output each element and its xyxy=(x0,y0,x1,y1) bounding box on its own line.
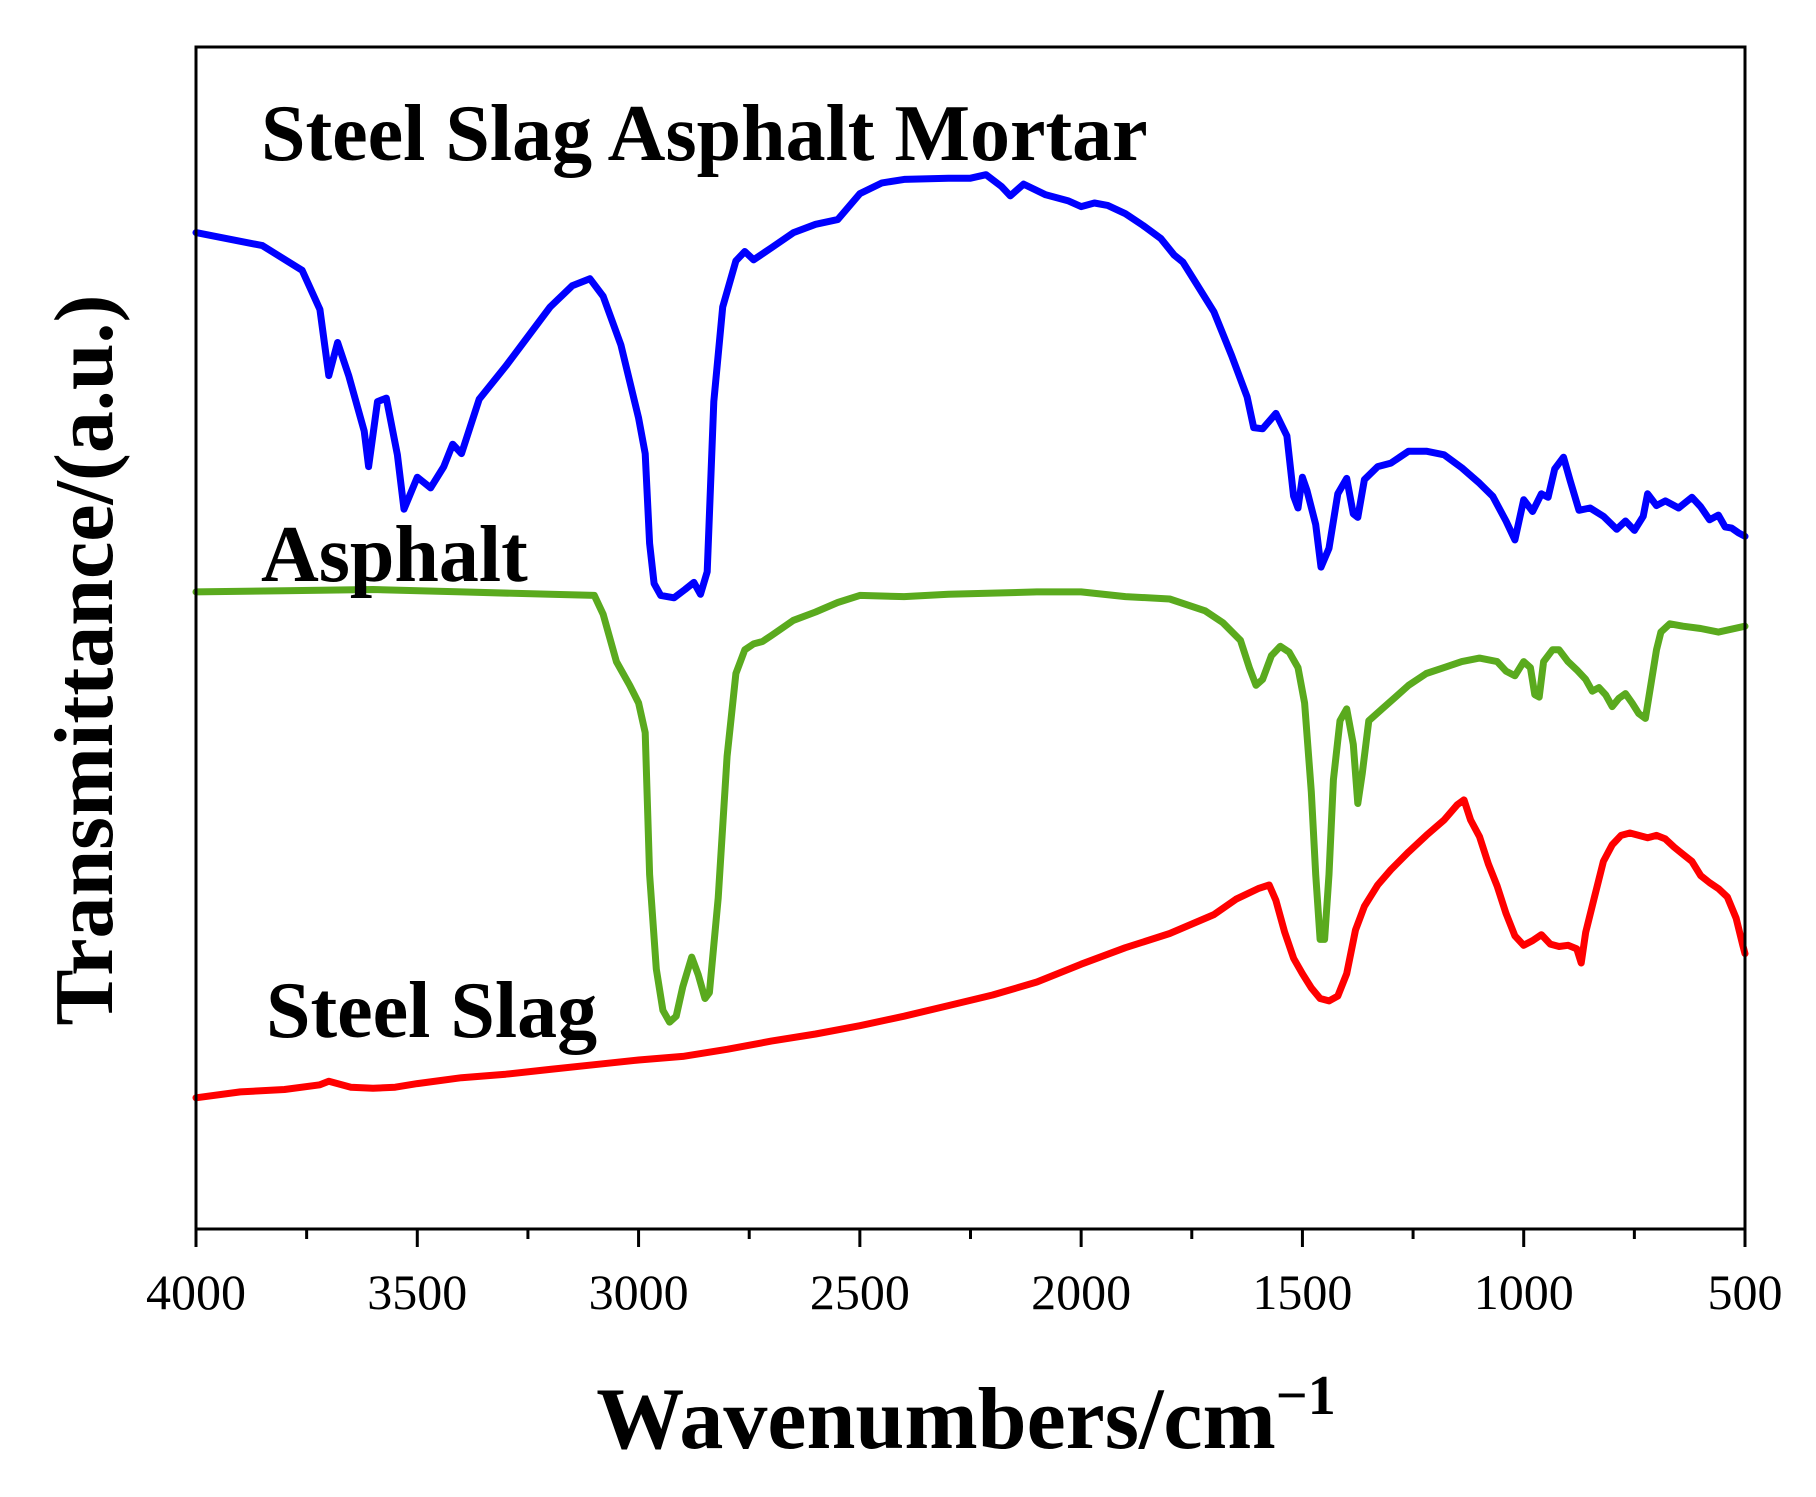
y-axis-title: Transmittance/(a.u.) xyxy=(38,294,131,1025)
series-line-steel-slag-asphalt-mortar xyxy=(192,171,1749,602)
x-tick-label: 3500 xyxy=(367,1264,467,1320)
x-tick-label: 2500 xyxy=(810,1264,910,1320)
x-tick-label: 4000 xyxy=(146,1264,246,1320)
x-axis-title-superscript: −1 xyxy=(1276,1365,1336,1427)
tick-layer: 4000 3500 3000 2500 2000 1500 1000 500 xyxy=(146,1229,1783,1320)
series-label-steel-slag-asphalt-mortar: Steel Slag Asphalt Mortar xyxy=(261,90,1148,178)
x-axis-title: Wavenumbers/cm−1 xyxy=(596,1365,1335,1468)
x-tick-label: 2000 xyxy=(1031,1264,1131,1320)
series-line-steel-slag xyxy=(192,796,1749,1102)
x-tick-label: 3000 xyxy=(589,1264,689,1320)
series-label-asphalt: Asphalt xyxy=(261,511,528,599)
x-tick-label: 500 xyxy=(1708,1264,1783,1320)
series-layer xyxy=(192,171,1749,1102)
label-layer: Steel Slag Asphalt Mortar Asphalt Steel … xyxy=(261,90,1148,1055)
x-axis-title-text: Wavenumbers/cm xyxy=(596,1371,1276,1468)
x-tick-label: 1000 xyxy=(1474,1264,1574,1320)
series-label-steel-slag: Steel Slag xyxy=(266,967,597,1055)
series-line-asphalt xyxy=(192,586,1749,1026)
x-tick-label: 1500 xyxy=(1252,1264,1352,1320)
